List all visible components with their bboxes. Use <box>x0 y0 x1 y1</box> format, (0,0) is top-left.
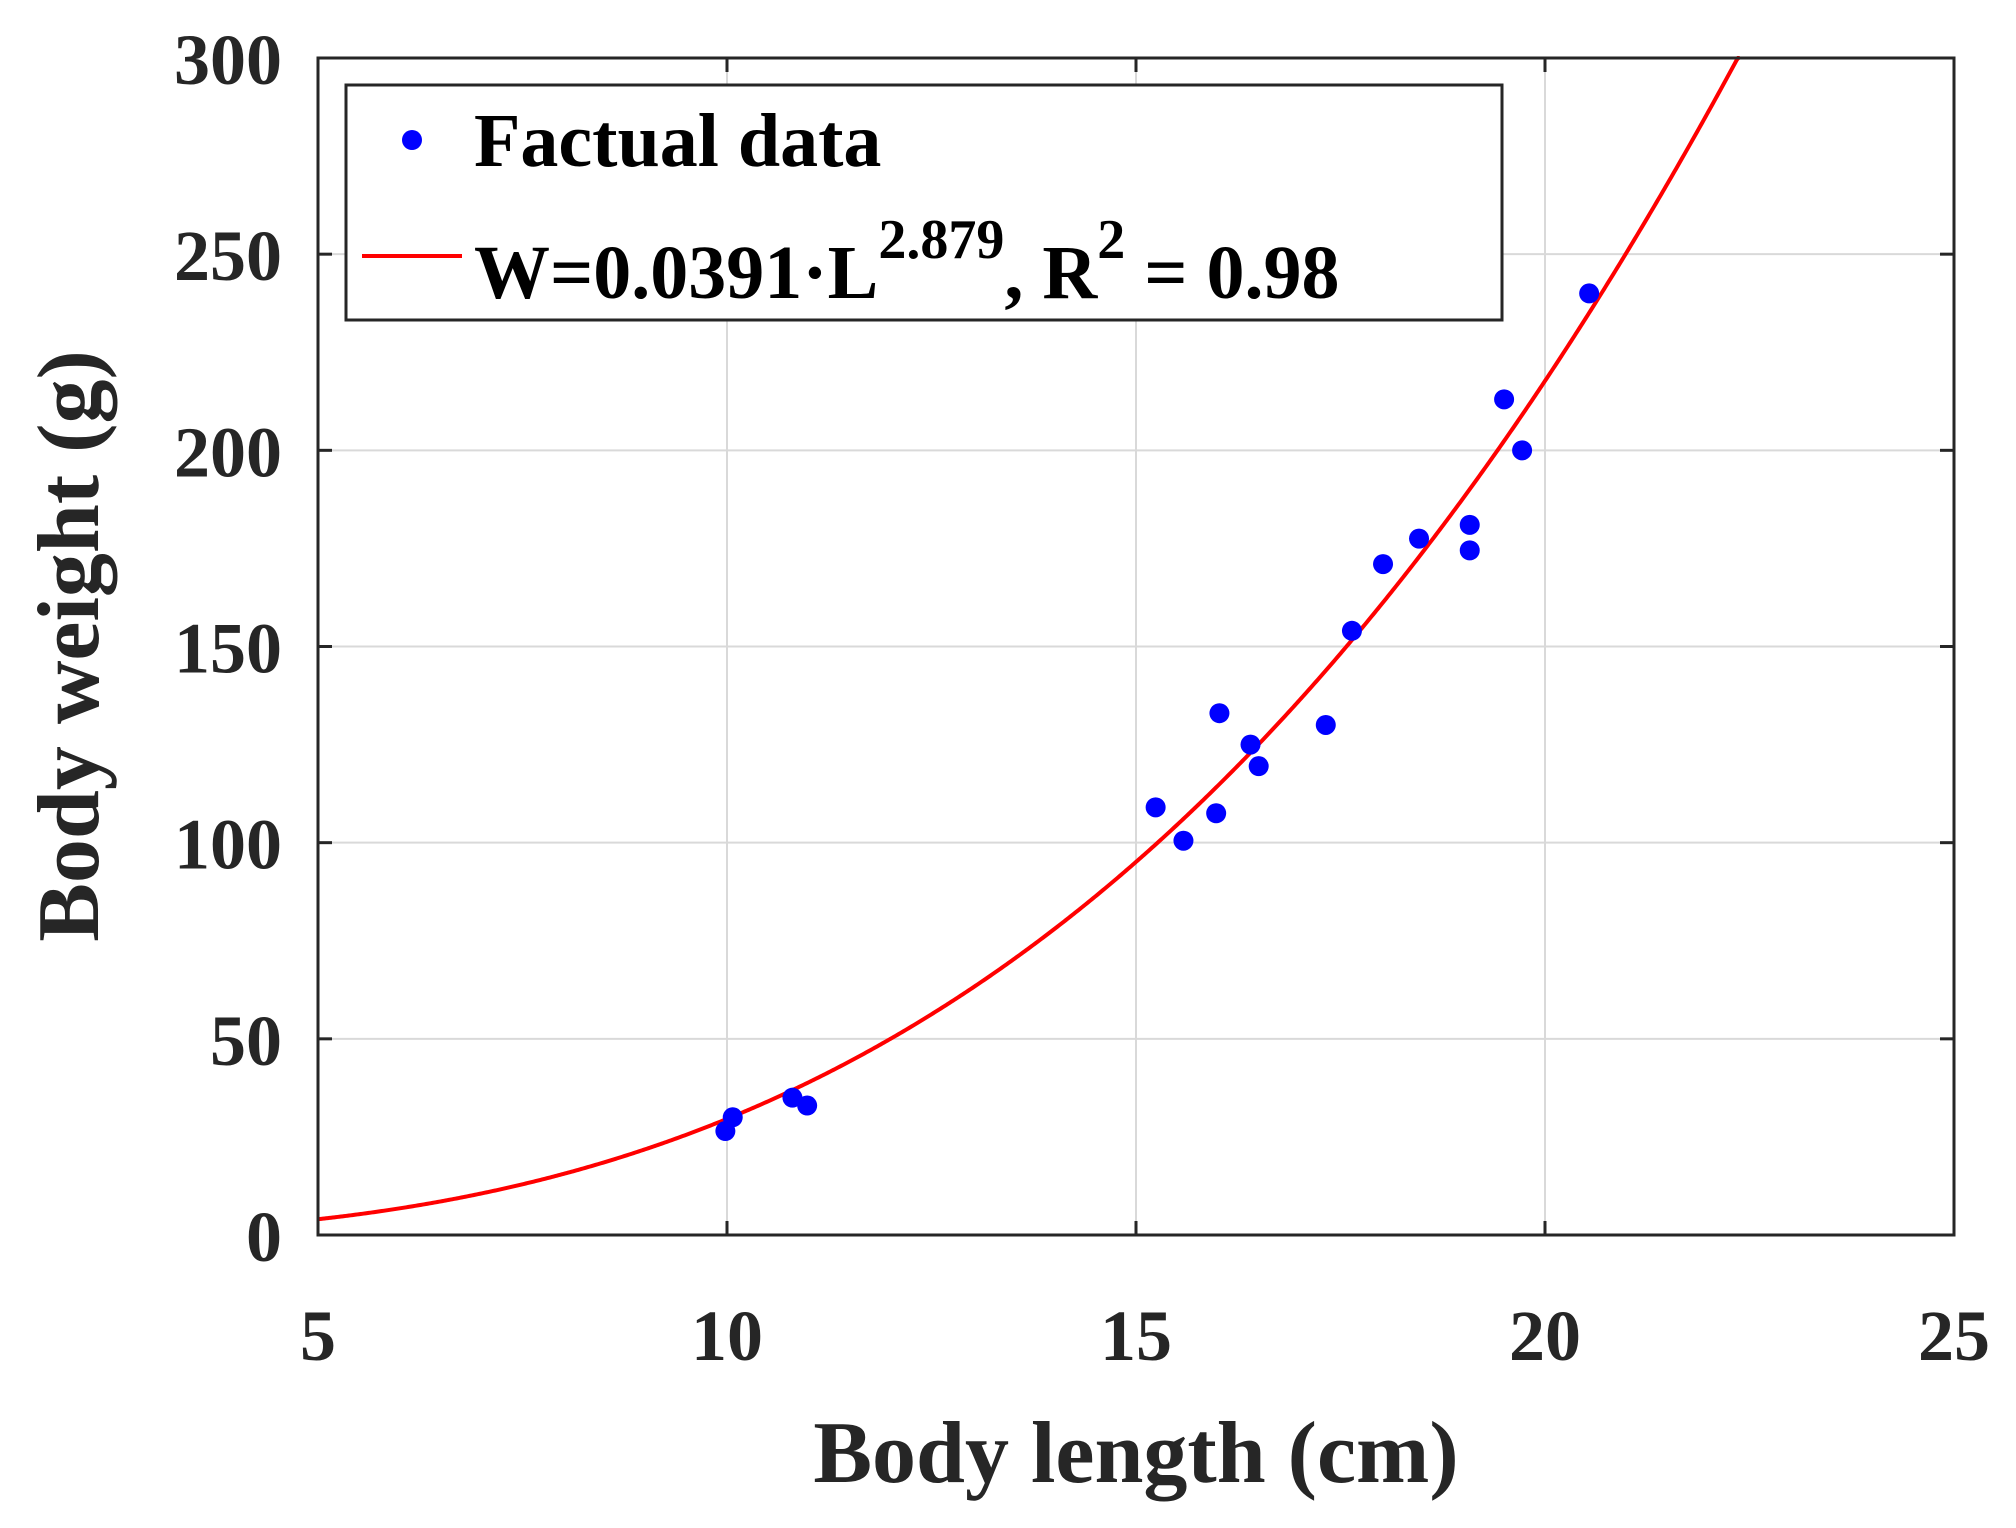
x-tick-label: 25 <box>1918 1296 1990 1376</box>
data-point <box>1494 389 1515 410</box>
x-axis-title: Body length (cm) <box>813 1405 1458 1502</box>
fit-layer <box>317 56 1740 1222</box>
data-point <box>1459 514 1480 535</box>
data-point <box>1579 283 1600 304</box>
legend-fit-label: W=0.0391·L2.879, R2 = 0.98 <box>474 209 1340 315</box>
y-tick-label: 100 <box>174 805 282 885</box>
y-tick-label: 50 <box>210 1001 282 1081</box>
y-axis-title: Body weight (g) <box>21 350 118 942</box>
axes <box>316 56 1956 1237</box>
data-point <box>1248 756 1269 777</box>
data-point <box>1240 734 1261 755</box>
fit-curve <box>317 56 1740 1222</box>
legend-scatter-label: Factual data <box>474 99 881 183</box>
legend-fit-exponent: 2.879 <box>878 209 1004 271</box>
points-layer <box>715 283 1600 1142</box>
data-point <box>722 1107 743 1128</box>
y-tick-label: 150 <box>174 609 282 689</box>
y-tick-label: 300 <box>174 20 282 100</box>
data-point <box>1512 440 1533 461</box>
legend: Factual data W=0.0391·L2.879, R2 = 0.98 <box>344 83 1504 322</box>
data-point <box>1341 620 1362 641</box>
data-point <box>1373 554 1394 575</box>
legend-fit-r-exponent: 2 <box>1097 209 1125 271</box>
data-point <box>1209 703 1230 724</box>
y-tick-label: 250 <box>174 216 282 296</box>
legend-fit-r-value: = 0.98 <box>1125 231 1339 315</box>
legend-fit-formula: W=0.0391·L <box>474 231 878 315</box>
x-tick-label: 5 <box>300 1296 336 1376</box>
legend-scatter-marker <box>402 130 422 150</box>
data-point <box>1206 803 1227 824</box>
legend-box <box>344 83 1504 322</box>
data-point <box>797 1095 818 1116</box>
y-tick-label: 200 <box>174 412 282 492</box>
x-tick-label: 20 <box>1509 1296 1581 1376</box>
data-point <box>1409 528 1430 549</box>
data-point <box>1459 540 1480 561</box>
data-point <box>1315 714 1336 735</box>
data-point <box>1145 797 1166 818</box>
x-tick-label: 10 <box>691 1296 763 1376</box>
data-point <box>782 1087 803 1108</box>
data-point <box>1173 830 1194 851</box>
y-tick-label: 0 <box>246 1197 282 1277</box>
legend-fit-r: , R <box>1004 231 1098 315</box>
x-tick-label: 15 <box>1100 1296 1172 1376</box>
